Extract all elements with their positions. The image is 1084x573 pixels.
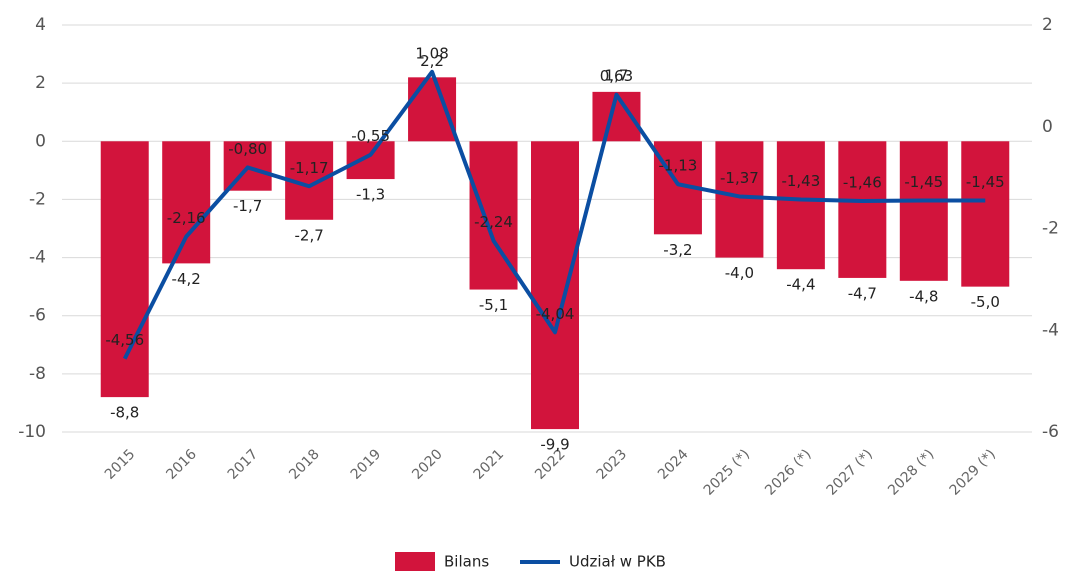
y-tick-label: -2 <box>29 189 46 209</box>
bar-value-label: -9,9 <box>540 436 569 454</box>
bar-value-label: -1,7 <box>233 197 262 215</box>
line-value-label: -1,45 <box>904 173 943 191</box>
x-tick-label: 2025 (*) <box>701 446 753 498</box>
x-tick-label: 2027 (*) <box>824 446 876 498</box>
x-tick-label: 2019 <box>348 446 385 483</box>
y2-tick-label: -4 <box>1042 320 1059 340</box>
x-tick-label: 2023 <box>594 446 631 483</box>
y-tick-label: 0 <box>35 131 46 151</box>
x-tick-label: 2015 <box>102 446 139 483</box>
line-value-label: -4,04 <box>536 305 575 323</box>
bar-value-label: -4,0 <box>725 264 754 282</box>
bar-value-label: -4,7 <box>848 284 877 302</box>
line-value-label: -1,46 <box>843 174 882 192</box>
x-tick-label: 2026 (*) <box>762 446 814 498</box>
y-tick-label: -4 <box>29 248 46 268</box>
line-value-label: 0,63 <box>600 67 633 85</box>
line-value-label: -1,43 <box>781 172 820 190</box>
line-value-label: 1,08 <box>415 44 448 62</box>
bar-value-label: -1,3 <box>356 186 385 204</box>
y-tick-label: 4 <box>35 15 46 35</box>
line-value-label: -2,16 <box>167 209 206 227</box>
bar <box>346 141 395 180</box>
x-tick-label: 2028 (*) <box>885 446 937 498</box>
bar <box>408 77 457 142</box>
bar <box>838 141 887 278</box>
line-value-label: -0,55 <box>351 127 390 145</box>
y2-tick-label: -6 <box>1042 422 1059 442</box>
y-tick-label: 2 <box>35 73 46 93</box>
x-tick-label: 2024 <box>655 446 692 483</box>
bar-value-label: -5,1 <box>479 296 508 314</box>
x-tick-label: 2021 <box>471 446 508 483</box>
line-value-label: -0,80 <box>228 140 267 158</box>
bar <box>162 141 211 264</box>
bar-value-label: -4,8 <box>909 287 938 305</box>
y-tick-label: -8 <box>29 364 46 384</box>
legend-label: Udział w PKB <box>569 553 666 571</box>
x-tick-label: 2029 (*) <box>947 446 999 498</box>
bar-value-label: -5,0 <box>971 293 1000 311</box>
bar-value-label: -4,4 <box>786 276 815 294</box>
bar-value-label: -8,8 <box>110 404 139 422</box>
line-value-label: -4,56 <box>105 331 144 349</box>
bar-value-label: -3,2 <box>663 241 692 259</box>
line-value-label: -1,45 <box>966 173 1005 191</box>
legend-label: Bilans <box>444 553 489 571</box>
line-value-label: -2,24 <box>474 213 513 231</box>
line <box>122 69 986 360</box>
x-tick-label: 2020 <box>409 446 446 483</box>
line-value-label: -1,17 <box>290 159 329 177</box>
y2-tick-label: -2 <box>1042 219 1059 239</box>
bar-value-label: -4,2 <box>172 270 201 288</box>
bar-value-label: 1,7 <box>605 66 629 84</box>
line-value-label: -1,13 <box>659 157 698 175</box>
bar <box>899 141 948 281</box>
legend-swatch <box>395 552 435 571</box>
y-tick-label: -10 <box>18 422 46 442</box>
y2-tick-label: 0 <box>1042 117 1053 137</box>
bar <box>531 141 579 430</box>
x-tick-label: 2016 <box>163 446 200 483</box>
x-tick-label: 2018 <box>286 446 323 483</box>
x-tick-label: 2017 <box>225 446 262 483</box>
bar-value-label: 2,2 <box>420 52 444 70</box>
bar <box>776 141 825 270</box>
bar <box>715 141 764 258</box>
line-value-label: -1,37 <box>720 169 759 187</box>
bar-value-label: -2,7 <box>294 226 323 244</box>
y2-tick-label: 2 <box>1042 15 1053 35</box>
bar <box>961 141 1010 287</box>
y-tick-label: -6 <box>29 306 46 326</box>
